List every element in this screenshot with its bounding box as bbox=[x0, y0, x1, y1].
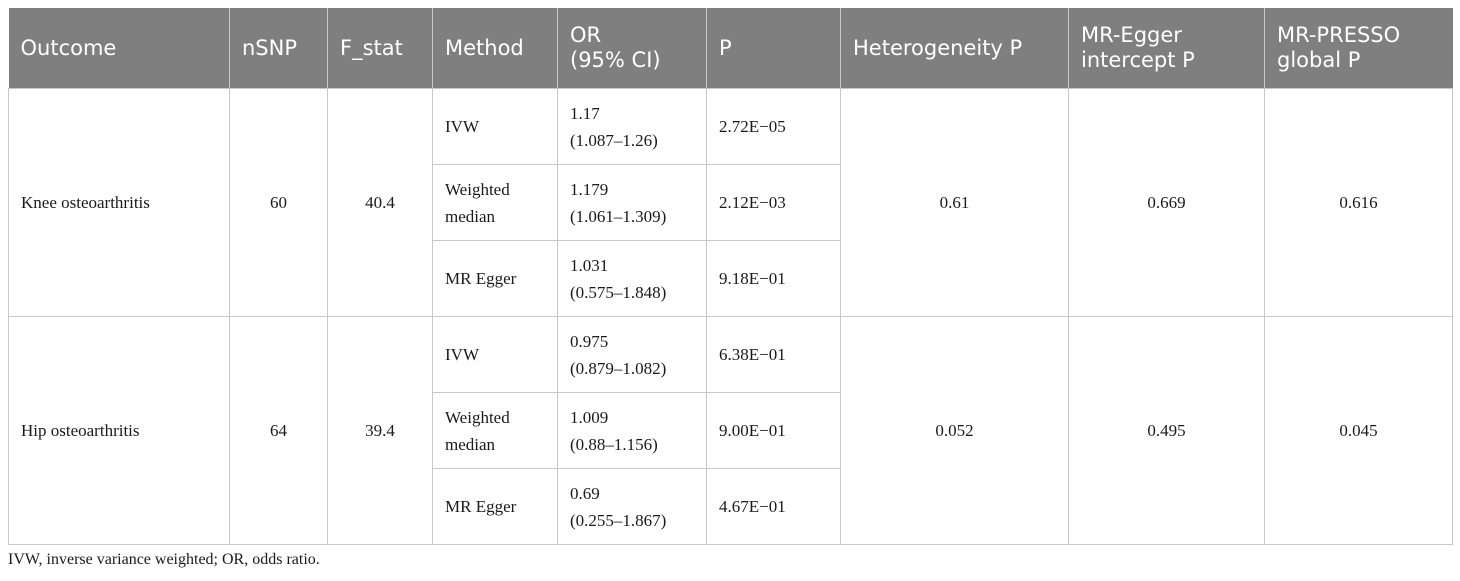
method-cell: IVW bbox=[432, 88, 558, 165]
p-value-cell: 6.38E−01 bbox=[706, 316, 841, 393]
header-nsnp: nSNP bbox=[229, 8, 328, 89]
heterogeneity-p-cell: 0.61 bbox=[840, 88, 1069, 317]
table-row: Weighted median 1.009 (0.88–1.156) 9.00E… bbox=[9, 392, 1453, 469]
p-value-cell: 2.12E−03 bbox=[706, 164, 841, 241]
method-cell: MR Egger bbox=[432, 240, 558, 317]
header-method: Method bbox=[432, 8, 558, 89]
or-ci-cell: 0.69 (0.255–1.867) bbox=[557, 468, 707, 545]
header-row: Outcome nSNP F_stat Method OR (95% CI) P… bbox=[8, 8, 1453, 89]
results-table: Outcome nSNP F_stat Method OR (95% CI) P… bbox=[8, 8, 1453, 545]
nsnp-cell: 64 bbox=[229, 316, 328, 545]
table-row: Hip osteoarthritis 64 39.4 IVW 0.975 (0.… bbox=[8, 316, 1453, 545]
heterogeneity-p-cell: 0.052 bbox=[840, 316, 1069, 545]
header-outcome: Outcome bbox=[8, 8, 230, 89]
p-value-cell: 4.67E−01 bbox=[706, 468, 841, 545]
table-row: MR Egger 0.69 (0.255–1.867) 4.67E−01 bbox=[9, 468, 1453, 545]
nsnp-cell: 60 bbox=[229, 88, 328, 317]
p-value-cell: 9.00E−01 bbox=[706, 392, 841, 469]
p-value-cell: 2.72E−05 bbox=[706, 88, 841, 165]
presso-global-p-cell: 0.045 bbox=[1264, 316, 1453, 545]
f-stat-cell: 40.4 bbox=[327, 88, 433, 317]
egger-intercept-p-cell: 0.495 bbox=[1068, 316, 1265, 545]
method-cell: Weighted median bbox=[432, 392, 558, 469]
or-ci-cell: 1.031 (0.575–1.848) bbox=[557, 240, 707, 317]
table-row: Knee osteoarthritis 60 40.4 IVW 1.17 (1.… bbox=[8, 88, 1453, 317]
header-presso-global-p: MR-PRESSO global P bbox=[1264, 8, 1453, 89]
header-p: P bbox=[706, 8, 841, 89]
or-ci-cell: 1.17 (1.087–1.26) bbox=[557, 88, 707, 165]
header-or-ci: OR (95% CI) bbox=[557, 8, 707, 89]
results-table-container: Outcome nSNP F_stat Method OR (95% CI) P… bbox=[8, 8, 1453, 545]
or-ci-cell: 1.009 (0.88–1.156) bbox=[557, 392, 707, 469]
table-row: MR Egger 1.031 (0.575–1.848) 9.18E−01 bbox=[9, 240, 1453, 317]
method-cell: IVW bbox=[432, 316, 558, 393]
header-f-stat: F_stat bbox=[327, 8, 433, 89]
method-cell: Weighted median bbox=[432, 164, 558, 241]
table-footnote: IVW, inverse variance weighted; OR, odds… bbox=[8, 551, 320, 568]
p-value-cell: 9.18E−01 bbox=[706, 240, 841, 317]
header-egger-intercept-p: MR-Egger intercept P bbox=[1068, 8, 1265, 89]
or-ci-cell: 1.179 (1.061–1.309) bbox=[557, 164, 707, 241]
header-heterogeneity-p: Heterogeneity P bbox=[840, 8, 1069, 89]
outcome-cell: Hip osteoarthritis bbox=[8, 316, 230, 545]
table-row: Weighted median 1.179 (1.061–1.309) 2.12… bbox=[9, 164, 1453, 241]
f-stat-cell: 39.4 bbox=[327, 316, 433, 545]
or-ci-cell: 0.975 (0.879–1.082) bbox=[557, 316, 707, 393]
method-cell: MR Egger bbox=[432, 468, 558, 545]
egger-intercept-p-cell: 0.669 bbox=[1068, 88, 1265, 317]
outcome-cell: Knee osteoarthritis bbox=[8, 88, 230, 317]
presso-global-p-cell: 0.616 bbox=[1264, 88, 1453, 317]
